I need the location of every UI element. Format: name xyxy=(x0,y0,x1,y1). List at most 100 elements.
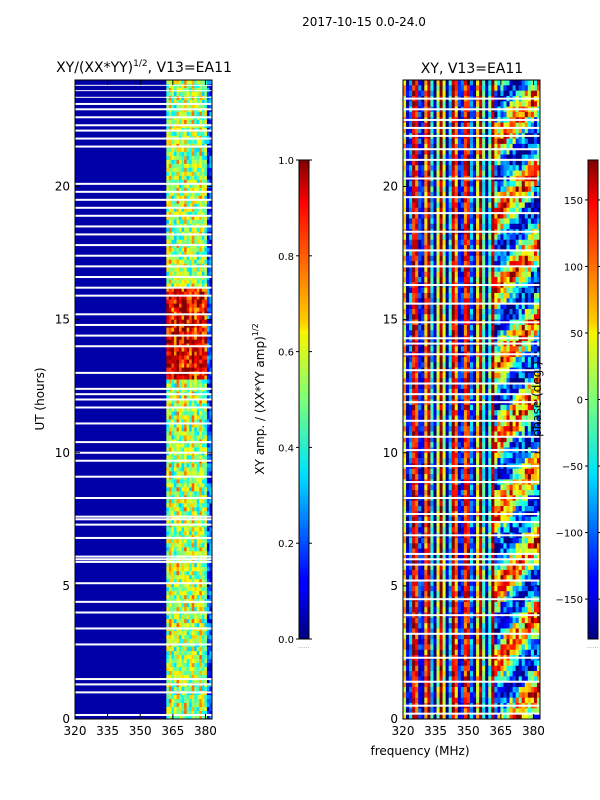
amplitude-cell xyxy=(179,239,182,245)
amplitude-cell xyxy=(209,295,213,301)
amplitude-cell xyxy=(184,687,188,692)
amplitude-cell xyxy=(171,407,175,412)
phase-cell xyxy=(409,266,413,273)
phase-cell xyxy=(500,127,504,134)
phase-cell xyxy=(509,218,513,225)
phase-cell xyxy=(491,207,495,214)
amplitude-cell xyxy=(194,191,198,197)
amplitude-cell xyxy=(171,583,175,588)
phase-cell xyxy=(469,197,474,203)
amplitude-cell xyxy=(179,447,182,452)
phase-cell xyxy=(442,223,447,230)
amplitude-cell xyxy=(173,467,177,472)
amplitude-cell xyxy=(186,663,190,668)
phase-cell xyxy=(491,90,495,97)
amplitude-cell xyxy=(199,267,203,273)
amplitude-cell xyxy=(186,511,190,516)
phase-cell xyxy=(403,261,407,267)
amplitude-cell xyxy=(189,351,193,356)
phase-cell xyxy=(536,298,541,305)
amplitude-cell xyxy=(209,219,213,225)
amplitude-cell xyxy=(199,463,203,468)
amplitude-cell xyxy=(189,95,193,101)
amplitude-cell xyxy=(171,199,175,205)
amplitude-cell xyxy=(209,443,213,448)
phase-cell xyxy=(436,207,440,214)
amplitude-cell xyxy=(201,655,205,660)
phase-cell xyxy=(485,202,489,209)
phase-cell xyxy=(403,271,407,278)
amplitude-cell xyxy=(204,171,208,177)
amplitude-cell xyxy=(199,283,203,289)
phase-cell xyxy=(466,261,471,267)
amplitude-cell xyxy=(189,395,193,400)
amplitude-cell xyxy=(186,467,190,472)
phase-cell xyxy=(451,85,456,92)
phase-cell xyxy=(415,277,419,283)
phase-cell xyxy=(415,80,419,86)
amplitude-flagged-row xyxy=(75,518,212,521)
amplitude-cell xyxy=(191,147,195,153)
amplitude-cell xyxy=(181,703,185,708)
phase-cell xyxy=(479,255,483,262)
phase-cell xyxy=(424,314,428,321)
amplitude-cell xyxy=(168,503,172,508)
amplitude-cell xyxy=(166,443,170,448)
phase-cell xyxy=(439,239,443,246)
phase-cell xyxy=(430,207,434,214)
phase-cell xyxy=(442,213,447,219)
amplitude-cell xyxy=(201,255,205,261)
phase-cell xyxy=(518,149,523,155)
amplitude-cell xyxy=(171,147,175,153)
phase-cell xyxy=(409,143,413,150)
phase-cell xyxy=(518,293,523,299)
amplitude-cell xyxy=(171,659,175,664)
phase-cell xyxy=(445,287,450,294)
phase-cell xyxy=(460,143,465,150)
phase-cell xyxy=(518,191,523,198)
phase-cell xyxy=(412,80,416,86)
phase-cell xyxy=(406,207,410,214)
amplitude-cell xyxy=(194,175,198,181)
amplitude-cell xyxy=(209,503,213,508)
phase-cell xyxy=(406,85,410,92)
amplitude-cell xyxy=(209,251,213,257)
amplitude-cell xyxy=(196,479,200,484)
amplitude-cell xyxy=(204,563,208,568)
amplitude-cell xyxy=(194,503,198,508)
amplitude-cell xyxy=(168,571,172,576)
amplitude-cell xyxy=(209,255,213,261)
amplitude-cell xyxy=(201,547,205,552)
amplitude-cell xyxy=(168,531,172,536)
amplitude-cell xyxy=(196,539,200,544)
amplitude-cell xyxy=(173,211,177,217)
phase-cell xyxy=(427,170,431,177)
amplitude-cell xyxy=(199,163,203,169)
amplitude-cell xyxy=(199,191,203,197)
phase-cell xyxy=(406,149,410,155)
phase-cell xyxy=(524,90,529,97)
amplitude-cell xyxy=(176,339,180,344)
amplitude-cell xyxy=(186,595,190,600)
amplitude-cell xyxy=(168,247,172,253)
amplitude-cell xyxy=(176,295,180,301)
phase-cell xyxy=(506,266,510,273)
amplitude-cell xyxy=(173,407,177,412)
amplitude-cell xyxy=(176,527,180,532)
amplitude-cell xyxy=(179,251,182,257)
phase-cell xyxy=(415,218,419,225)
phase-cell xyxy=(515,186,520,193)
amplitude-cell xyxy=(176,423,180,428)
amplitude-cell xyxy=(201,279,205,285)
amplitude-cell xyxy=(173,103,177,109)
amplitude-cell xyxy=(209,499,213,504)
amplitude-cell xyxy=(191,111,195,117)
phase-cell xyxy=(409,250,413,257)
amplitude-cell xyxy=(171,379,175,384)
amplitude-cell xyxy=(176,579,180,584)
phase-cell xyxy=(503,308,507,315)
amplitude-cell xyxy=(199,355,203,360)
amplitude-cell xyxy=(196,155,200,161)
amplitude-cell xyxy=(206,247,210,253)
amplitude-cell xyxy=(181,295,185,301)
